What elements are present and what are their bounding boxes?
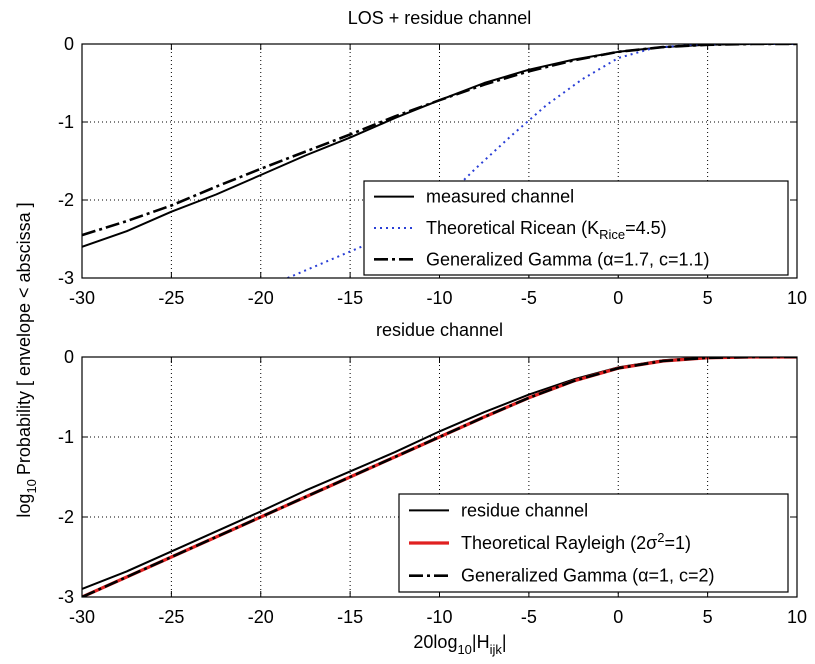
legend-label-part: =4.5) [625,218,667,238]
y-axis-label-subscript: 10 [24,479,39,493]
legend-label-2: Theoretical Rayleigh (2σ2=1) [461,530,691,553]
y-axis-label-main: Probability [ envelope < abscissa ] [14,202,34,475]
x-tick-label: -20 [248,607,274,627]
legend-label-superscript: 2 [657,530,664,545]
x-tick-label: 10 [787,607,807,627]
legend-box [363,180,789,276]
y-axis-label: log10 Probability [ envelope < abscissa ] [14,202,39,517]
x-axis-label: 20log10|Hijk| [413,632,506,657]
x-tick-label: 0 [613,288,623,308]
series-line-3 [82,357,797,597]
x-tick-label: -25 [158,607,184,627]
y-tick-label: -3 [58,268,74,288]
x-tick-label: -5 [521,607,537,627]
legend-label-part: Theoretical Rayleigh (2σ [461,533,657,553]
legend-label-2: Theoretical Ricean (KRice=4.5) [426,218,667,242]
legend-label-3: Generalized Gamma (α=1.7, c=1.1) [426,249,710,269]
y-axis-label-prefix: log [14,494,34,518]
x-axis-label-subscript-1: 10 [457,642,471,657]
bottom-panel: -30 -25 -20 -15 -10 -5 0 5 10 0 -1 -2 -3 residue chan… [58,320,807,627]
legend-label-1: measured channel [426,187,574,207]
x-tick-label: -15 [337,288,363,308]
x-tick-label: 5 [703,288,713,308]
legend-label-3: Generalized Gamma (α=1, c=2) [461,566,715,586]
legend-label-part: Theoretical Ricean (K [426,218,599,238]
y-tick-label: -2 [58,190,74,210]
legend-label-subscript: Rice [599,227,625,242]
x-tick-label: -15 [337,607,363,627]
series-line-3 [82,44,797,237]
chart-title: LOS + residue channel [348,8,532,28]
legend-label-1: residue channel [461,500,588,520]
x-axis-label-end: | [502,632,507,652]
x-tick-label: -10 [426,288,452,308]
y-tick-label: -1 [58,427,74,447]
chart-title: residue channel [376,320,503,340]
y-tick-label: -3 [58,587,74,607]
x-tick-label: 10 [787,288,807,308]
y-tick-label: -1 [58,112,74,132]
x-tick-label: 5 [703,607,713,627]
x-tick-label: -20 [248,288,274,308]
legend: measured channel Theoretical Ricean (KRic… [363,180,789,276]
top-panel: -30 -25 -20 -15 -10 -5 0 5 10 0 -1 -2 -3 LOS + residu… [58,8,807,308]
x-axis-label-subscript-2: ijk [490,642,503,657]
x-tick-label: 0 [613,607,623,627]
x-tick-label: -10 [426,607,452,627]
x-tick-label: -25 [158,288,184,308]
y-tick-label: -2 [58,507,74,527]
y-tick-label: 0 [64,347,74,367]
legend-label-part: =1) [664,533,691,553]
x-axis-label-prefix: 20log [413,632,457,652]
x-tick-label: -5 [521,288,537,308]
y-tick-label: 0 [64,34,74,54]
x-tick-label: -30 [69,607,95,627]
legend: residue channel Theoretical Rayleigh (2σ2… [398,493,789,593]
legend-box [398,493,789,593]
x-tick-label: -30 [69,288,95,308]
x-axis-label-mid: |H [472,632,490,652]
